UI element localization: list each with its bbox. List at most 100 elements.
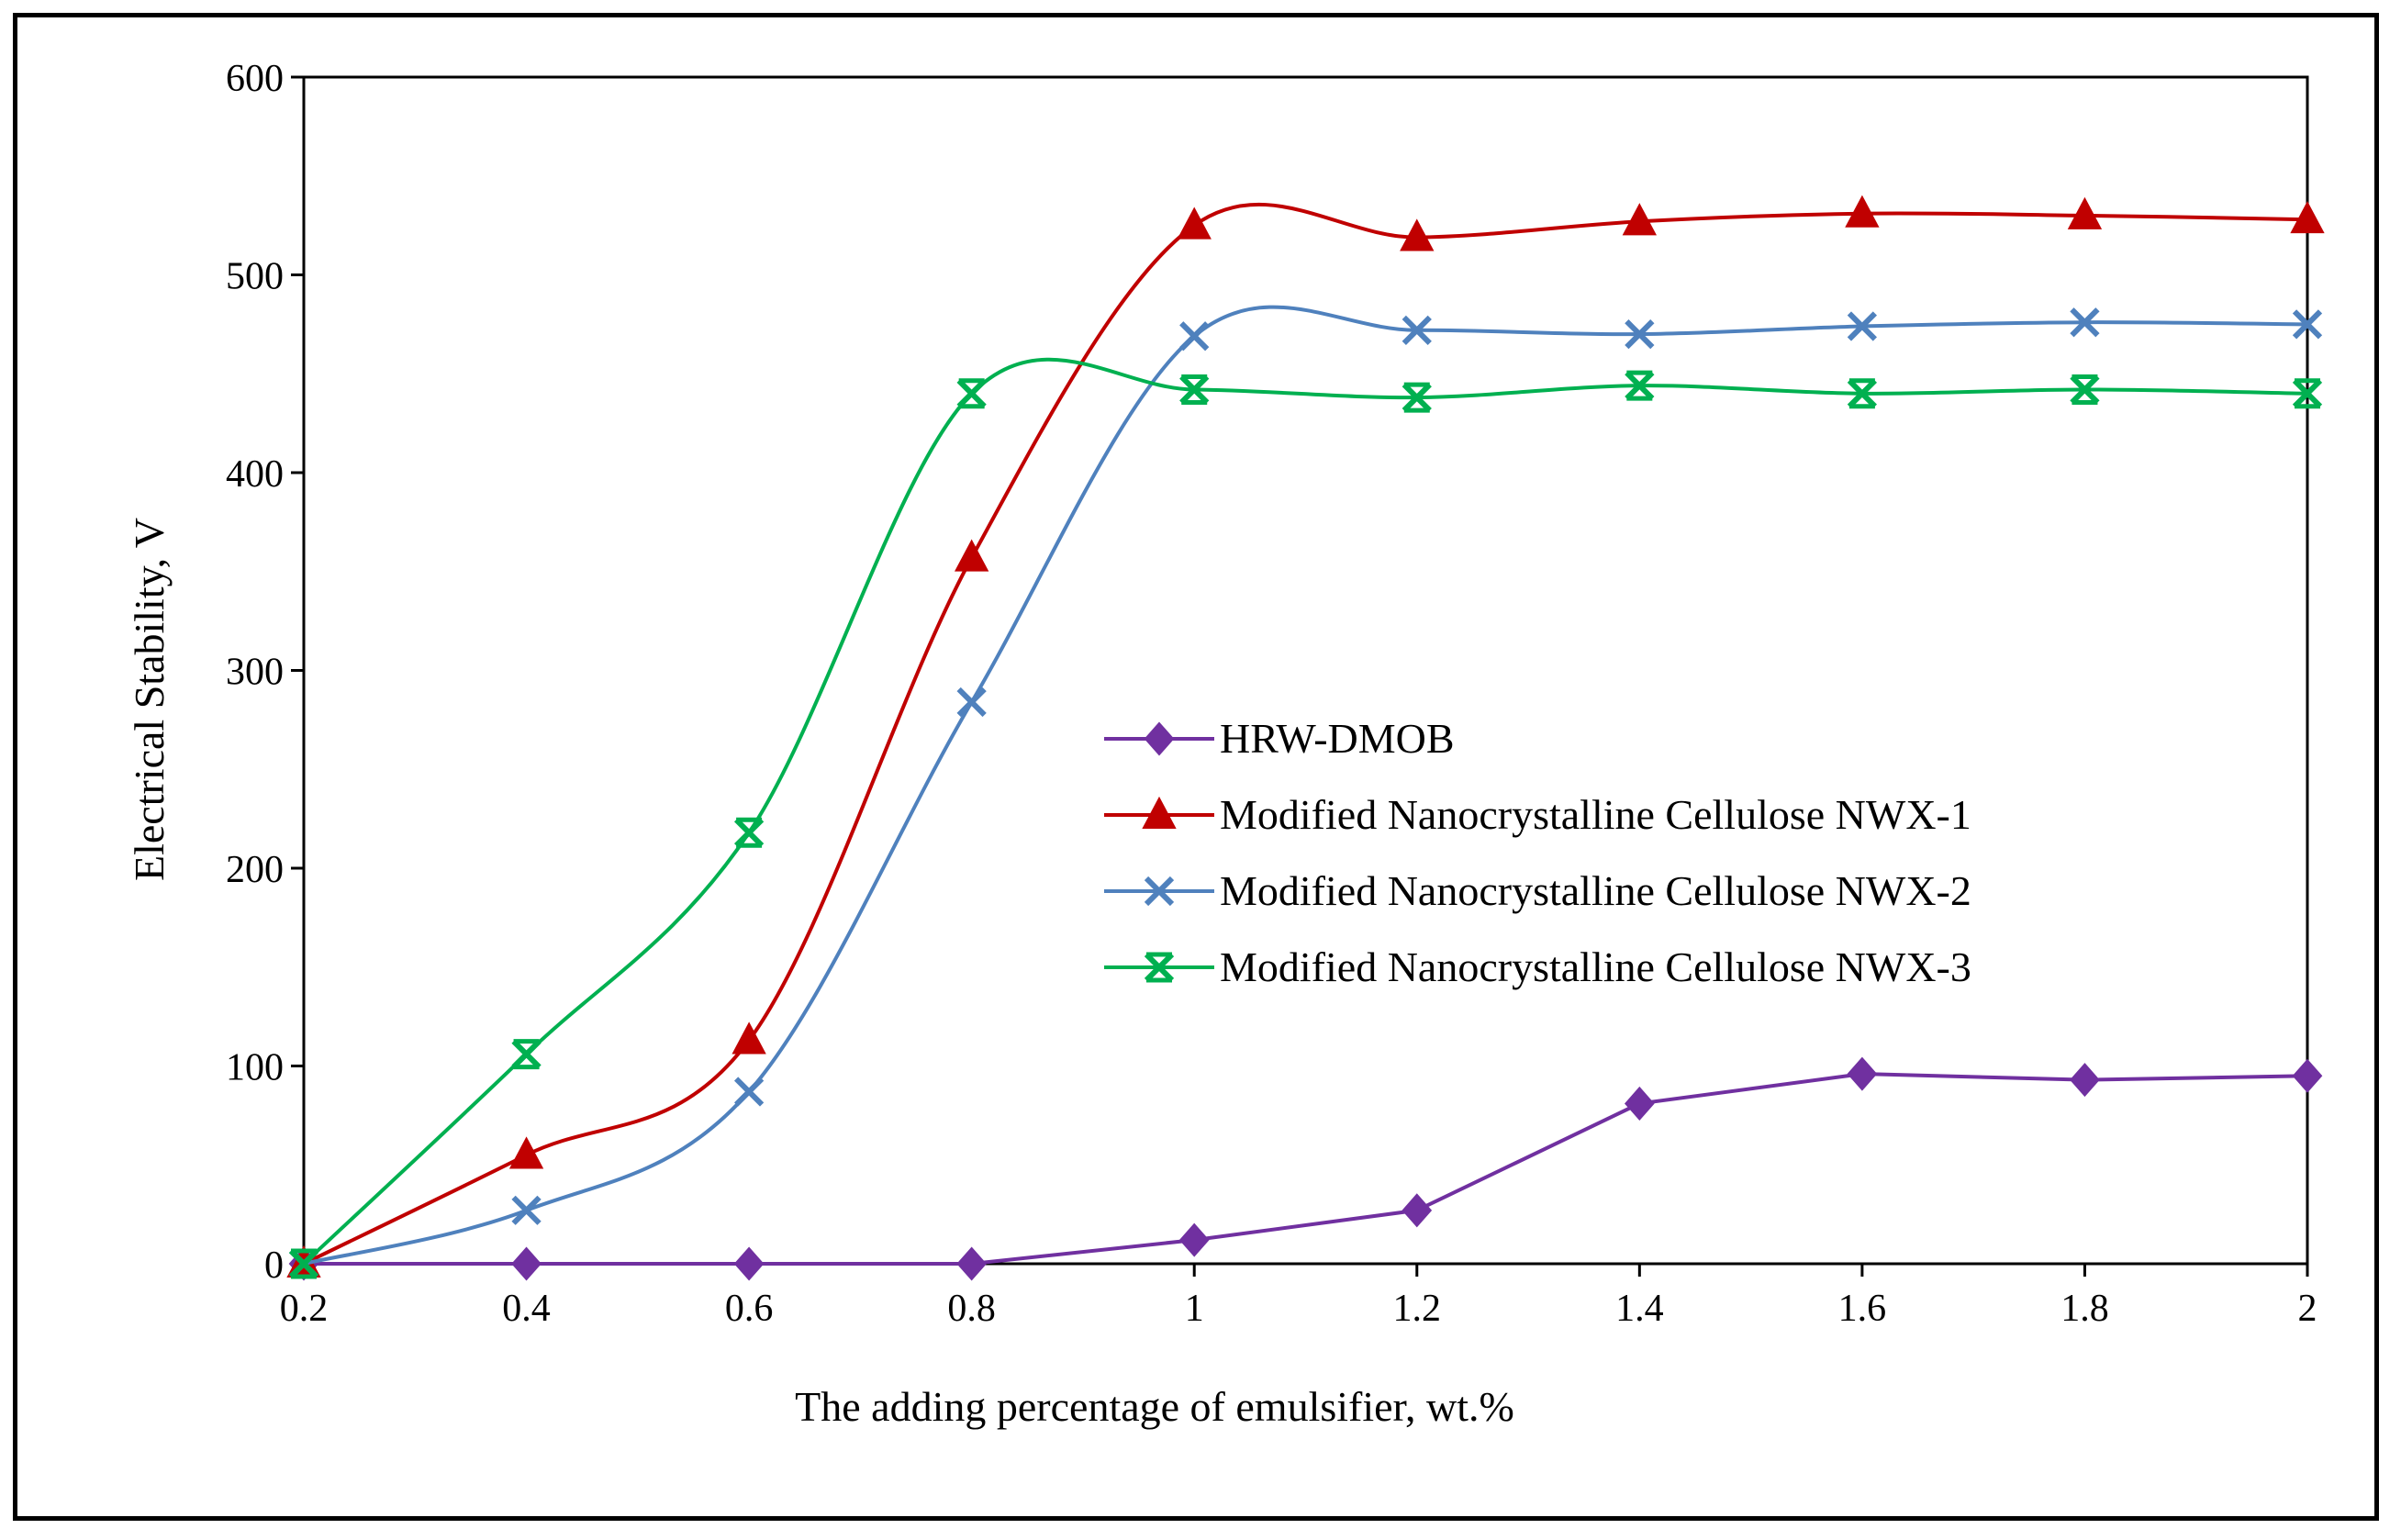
legend: HRW-DMOB Modified Nanocrystalline Cellulo… [1104,715,1971,990]
marker-stroke [2070,374,2100,405]
data-point [1179,374,1210,405]
legend-item: Modified Nanocrystalline Cellulose NWX-2 [1104,867,1971,914]
x-tick-label: 0.4 [502,1288,551,1330]
data-point [1402,382,1432,413]
data-point [1847,311,1878,341]
marker-stroke [1179,321,1210,352]
y-axis-label: Electrical Stability, V [126,518,173,881]
y-tick-label: 300 [226,652,284,694]
data-point [1177,206,1212,240]
x-tick-label: 2 [2298,1288,2317,1330]
data-point [1402,1193,1433,1228]
series-line [303,305,2308,1266]
data-point [511,1246,542,1281]
marker-stroke [1625,319,1655,350]
data-point [1847,1056,1878,1091]
marker-stroke [1625,371,1655,401]
x-tick-label: 1.4 [1615,1288,1664,1330]
marker-stroke [1144,952,1175,983]
y-tick-label: 400 [226,453,284,496]
marker-stroke [2070,307,2100,338]
x-tick-label: 1 [1185,1288,1204,1330]
marker-stroke [733,818,765,848]
legend-label: Modified Nanocrystalline Cellulose NWX-1 [1220,791,1971,838]
marker-stroke [288,1248,319,1279]
y-axis: 0 100 200 300 400 500 600 [226,58,304,1287]
plot-border [302,75,2309,1266]
x-axis-label: The adding percentage of emulsifier, wt.… [795,1383,1514,1430]
x-tick-label: 0.8 [947,1288,996,1330]
series-layer [286,195,2325,1281]
marker-stroke [511,1039,542,1069]
data-point [1179,321,1210,352]
data-point [511,1039,542,1070]
data-point [1625,370,1655,401]
data-point [1622,203,1657,236]
data-point [511,1195,542,1225]
data-point [1178,1222,1210,1257]
data-point [956,1246,988,1281]
y-tick-label: 600 [226,58,284,100]
marker-stroke [511,1195,542,1225]
legend-label: Modified Nanocrystalline Cellulose NWX-3 [1220,943,1971,990]
data-point [1845,195,1880,228]
data-point [1400,218,1435,251]
marker-stroke [1847,378,1878,408]
marker-stroke [2292,378,2323,408]
legend-item: Modified Nanocrystalline Cellulose NWX-1 [1104,791,1971,838]
legend-label: Modified Nanocrystalline Cellulose NWX-2 [1220,867,1971,914]
plot-area [302,75,2309,1266]
legend-item: HRW-DMOB [1104,715,1455,762]
data-point [2070,374,2100,405]
data-point [2070,307,2100,338]
marker-stroke [2292,309,2323,340]
data-point [955,539,989,572]
marker-stroke [1402,382,1432,413]
legend-marker [1144,876,1175,907]
marker-stroke [733,1077,765,1107]
data-point [508,1136,544,1169]
y-tick-label: 200 [226,849,284,891]
data-point [956,378,987,409]
y-tick-label: 100 [226,1047,284,1089]
data-point [1402,315,1432,345]
x-tick-label: 1.2 [1393,1288,1442,1330]
x-tick-label: 0.2 [280,1288,329,1330]
data-point [733,1077,765,1107]
legend-marker [1142,796,1177,829]
marker-stroke [1402,315,1432,345]
data-point [733,817,765,848]
data-point [2292,309,2323,340]
legend-marker [1144,721,1175,756]
data-point [2070,1063,2100,1098]
marker-stroke [1179,374,1210,405]
data-point [2292,1058,2323,1093]
marker-stroke [1144,876,1175,907]
y-tick-label: 0 [264,1244,284,1287]
data-point [2067,196,2103,229]
y-tick-label: 500 [226,256,284,298]
data-point [2292,378,2323,409]
data-point [956,686,987,718]
legend-item: Modified Nanocrystalline Cellulose NWX-3 [1104,943,1971,990]
legend-label: HRW-DMOB [1220,715,1455,762]
data-point [288,1248,319,1279]
data-point [733,1246,765,1281]
marker-stroke [1847,311,1878,341]
x-axis: 0.2 0.4 0.6 0.8 1 1.2 1.4 1.6 1.8 2 [280,1264,2317,1330]
data-point [1847,378,1878,409]
data-point [731,1021,766,1055]
marker-stroke [956,686,987,718]
x-tick-label: 0.6 [725,1288,774,1330]
series-4 [288,357,2323,1279]
data-point [1625,319,1655,350]
legend-marker [1144,952,1175,983]
figure-frame [13,13,2379,1521]
marker-stroke [956,378,987,408]
series-1 [288,1056,2323,1281]
data-point [2290,201,2325,234]
x-tick-label: 1.8 [2060,1288,2109,1330]
data-point [1624,1086,1655,1121]
x-tick-label: 1.6 [1838,1288,1887,1330]
